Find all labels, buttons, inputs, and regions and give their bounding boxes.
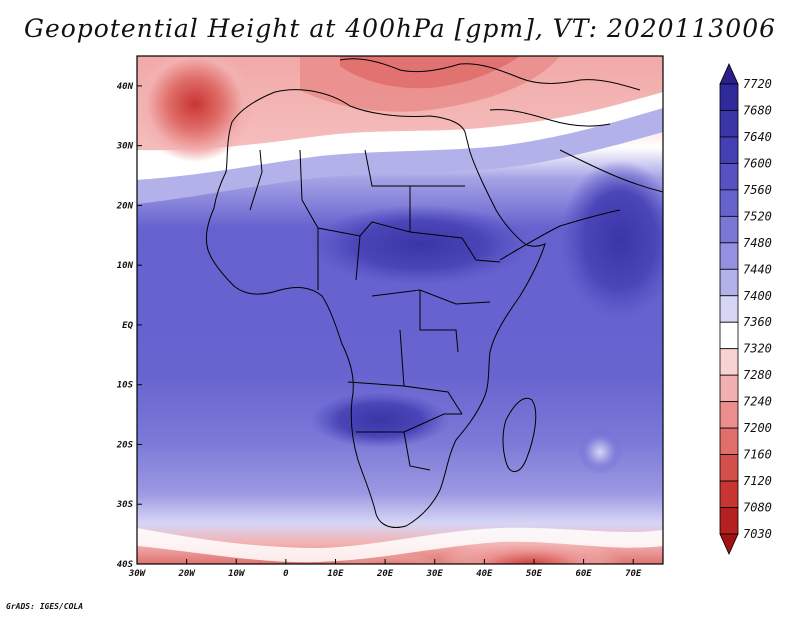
x-tick-label: 70E bbox=[625, 569, 642, 579]
colorbar-top-arrow bbox=[719, 63, 739, 85]
colorbar-level-label: 7480 bbox=[743, 236, 772, 250]
x-tick-label: 10W bbox=[228, 569, 246, 579]
colorbar-level-label: 7120 bbox=[743, 474, 772, 488]
x-tick-label: 30W bbox=[128, 569, 147, 579]
colorbar-swatch bbox=[719, 507, 739, 535]
colorbar-swatch bbox=[719, 110, 739, 138]
colorbar-swatch bbox=[719, 163, 739, 191]
colorbar-level-label: 7680 bbox=[743, 103, 772, 117]
colorbar-swatch bbox=[719, 427, 739, 455]
x-tick-label: 20W bbox=[177, 569, 196, 579]
coastline-borders bbox=[205, 58, 663, 528]
colorbar-swatch bbox=[719, 374, 739, 403]
plot-border bbox=[136, 55, 664, 565]
colorbar-level-label: 7280 bbox=[743, 368, 772, 382]
y-tick-label: 10N bbox=[117, 261, 134, 271]
x-tick-label: 60E bbox=[575, 569, 592, 579]
colorbar-swatch bbox=[719, 480, 739, 508]
colorbar-level-label: 7080 bbox=[743, 501, 772, 515]
colorbar-swatch bbox=[719, 189, 739, 217]
colorbar-swatch bbox=[719, 136, 739, 164]
y-tick-label: 30N bbox=[116, 142, 134, 152]
y-tick-label: 30S bbox=[116, 500, 134, 510]
colorbar-level-label: 7360 bbox=[743, 315, 772, 329]
colorbar-swatch bbox=[719, 454, 739, 482]
colorbar-level-label: 7520 bbox=[743, 209, 772, 223]
x-tick-label: 40E bbox=[476, 569, 493, 579]
height-field bbox=[137, 56, 663, 564]
colorbar-level-label: 7560 bbox=[743, 183, 772, 197]
grads-credit: GrADS: IGES/COLA bbox=[6, 602, 84, 611]
y-tick-label: 40S bbox=[117, 560, 134, 570]
colorbar-swatch bbox=[719, 401, 739, 429]
colorbar-level-label: 7240 bbox=[743, 395, 772, 409]
y-tick-label: EQ bbox=[122, 321, 133, 331]
x-tick-label: 20E bbox=[376, 569, 394, 579]
colorbar-swatch bbox=[719, 268, 739, 297]
colorbar-swatch bbox=[719, 295, 739, 323]
x-tick-label: 10E bbox=[327, 569, 344, 579]
latitude-axis: 40N 30N 20N 10N EQ 10S 20S 30S 40S bbox=[116, 82, 142, 570]
x-tick-label: 30E bbox=[426, 569, 444, 579]
colorbar-swatch bbox=[719, 215, 739, 244]
colorbar-level-label: 7160 bbox=[743, 448, 772, 462]
map-title: Geopotential Height at 400hPa [gpm], VT:… bbox=[23, 14, 777, 43]
colorbar-bottom-arrow bbox=[719, 533, 739, 555]
colorbar-level-label: 7640 bbox=[743, 130, 772, 144]
y-tick-label: 20N bbox=[116, 201, 134, 211]
colorbar-level-label: 7200 bbox=[743, 421, 772, 435]
colorbar-level-label: 7440 bbox=[743, 262, 772, 276]
x-tick-label: 50E bbox=[526, 569, 543, 579]
colorbar-swatch bbox=[719, 348, 739, 376]
colorbar-level-label: 7600 bbox=[743, 156, 772, 170]
x-tick-label: 0 bbox=[283, 569, 289, 579]
y-tick-label: 10S bbox=[117, 381, 134, 391]
longitude-axis: 30W 20W 10W 0 10E 20E 30E 40E 50E 60E 70E bbox=[128, 559, 642, 579]
colorbar-swatch bbox=[719, 321, 739, 350]
colorbar-level-label: 7720 bbox=[743, 77, 772, 91]
y-tick-label: 40N bbox=[117, 82, 134, 92]
y-tick-label: 20S bbox=[116, 440, 134, 450]
colorbar-swatch bbox=[719, 242, 739, 270]
colorbar-swatch bbox=[719, 83, 739, 111]
colorbar-level-label: 7400 bbox=[743, 289, 772, 303]
colorbar-level-label: 7320 bbox=[743, 342, 772, 356]
colorbar: 7720 7680 7640 7600 7560 7520 7480 7440 7400 7360… bbox=[719, 63, 772, 555]
colorbar-level-label: 7030 bbox=[743, 527, 772, 541]
